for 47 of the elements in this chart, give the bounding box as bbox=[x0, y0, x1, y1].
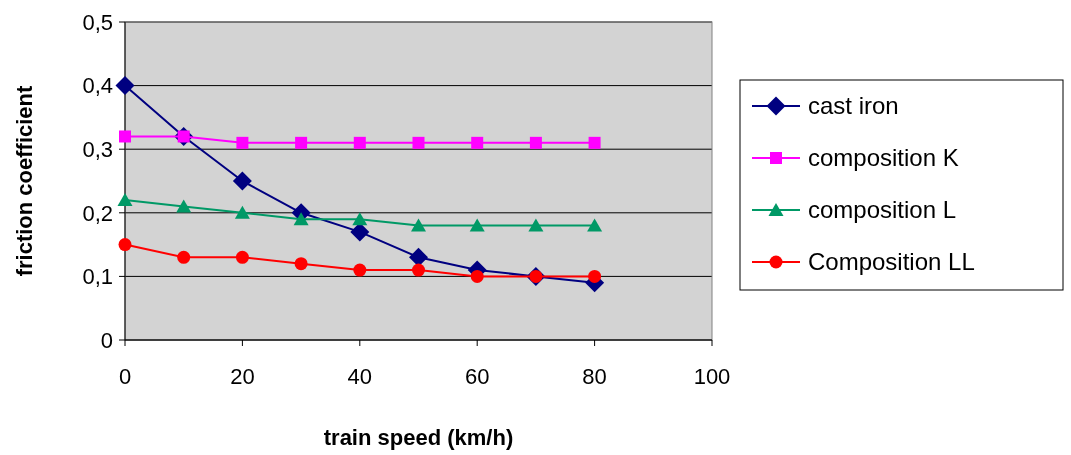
point bbox=[411, 218, 426, 232]
point bbox=[177, 250, 191, 264]
y-tick-label: 0,2 bbox=[82, 200, 113, 226]
x-tick-label: 60 bbox=[464, 364, 490, 389]
point bbox=[409, 247, 428, 267]
point bbox=[119, 130, 131, 143]
point bbox=[588, 136, 601, 149]
point bbox=[588, 269, 602, 283]
point bbox=[176, 199, 192, 213]
point bbox=[528, 218, 544, 232]
x-axis-title: train speed (km/h) bbox=[323, 425, 514, 450]
point bbox=[471, 136, 484, 149]
x-tick-label: 80 bbox=[582, 364, 607, 389]
point bbox=[294, 257, 308, 271]
x-tick-label: 0 bbox=[118, 364, 132, 389]
y-tick-label: 0,3 bbox=[82, 136, 113, 162]
x-tick-label: 100 bbox=[693, 364, 731, 389]
y-tick-label: 0,1 bbox=[82, 264, 113, 290]
point bbox=[353, 263, 367, 277]
point bbox=[232, 171, 252, 191]
point bbox=[118, 238, 132, 252]
point bbox=[295, 136, 308, 149]
x-tick-label: 20 bbox=[230, 364, 255, 389]
y-axis-title: friction coefficient bbox=[12, 84, 37, 277]
point bbox=[470, 269, 484, 283]
point bbox=[234, 205, 250, 219]
point bbox=[587, 218, 603, 232]
legend-label: Composition LL bbox=[808, 248, 975, 276]
legend-label: cast iron bbox=[808, 92, 899, 120]
y-tick-label: 0,4 bbox=[82, 73, 113, 99]
legend-label: composition K bbox=[808, 144, 959, 172]
point bbox=[353, 136, 366, 149]
point bbox=[469, 218, 485, 232]
point bbox=[115, 76, 135, 96]
point bbox=[352, 212, 368, 226]
point bbox=[529, 136, 542, 149]
point bbox=[293, 212, 309, 226]
y-tick-label: 0,5 bbox=[82, 9, 113, 35]
point bbox=[350, 222, 370, 242]
point bbox=[235, 250, 249, 264]
legend-label: composition L bbox=[808, 196, 957, 224]
y-tick-label: 0 bbox=[100, 327, 113, 353]
point bbox=[236, 136, 249, 149]
point bbox=[412, 136, 425, 149]
point bbox=[117, 193, 133, 207]
point bbox=[412, 263, 425, 277]
x-tick-label: 40 bbox=[347, 364, 373, 389]
